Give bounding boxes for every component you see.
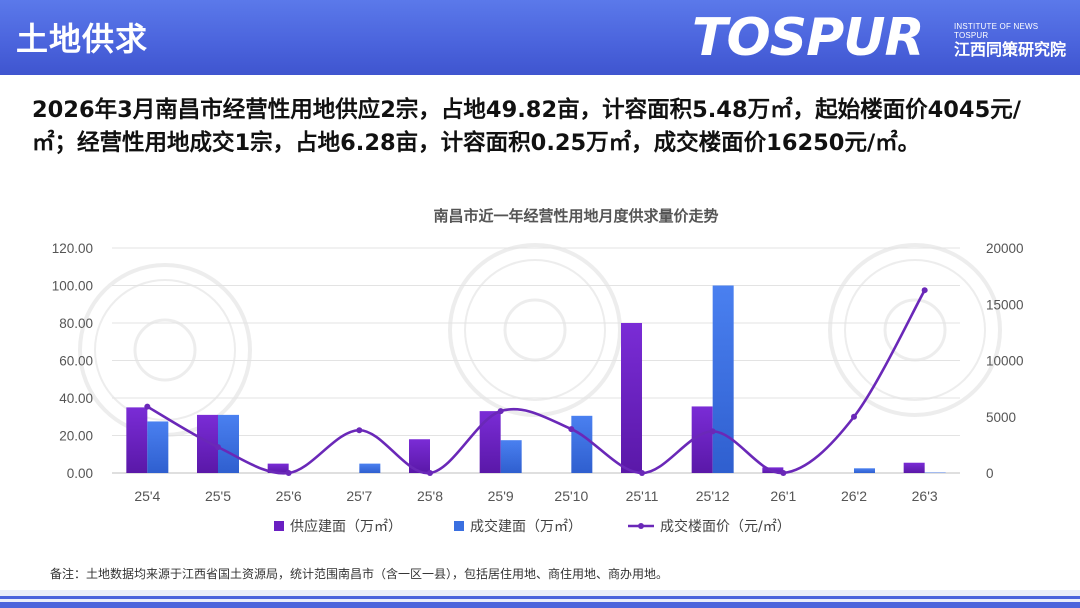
price-point xyxy=(851,413,857,420)
tospur-logo: TOSPUR INSTITUTE OF NEWS TOSPUR 江西同策研究院 xyxy=(692,6,1072,70)
logo-wordmark: TOSPUR xyxy=(692,8,925,68)
footer-line-thick xyxy=(0,602,1080,608)
legend-label-deal: 成交建面（万㎡） xyxy=(470,518,582,535)
bar-supply xyxy=(903,462,925,473)
x-tick-label: 25'12 xyxy=(696,488,730,504)
summary-text: 2026年3月南昌市经营性用地供应2宗，占地49.82亩，计容面积5.48万㎡，… xyxy=(32,97,1021,156)
x-tick-label: 25'8 xyxy=(417,488,443,504)
bar-supply xyxy=(197,414,218,473)
y-left-tick-label: 120.00 xyxy=(52,241,93,256)
chart-container: 南昌市近一年经营性用地月度供求量价走势 0.00 20.00 40.00 60.00 80… xyxy=(0,195,1080,555)
logo-subtitle-en: INSTITUTE OF NEWS TOSPUR xyxy=(954,22,1039,40)
y-right-tick-label: 10000 xyxy=(986,354,1024,369)
x-tick-label: 25'9 xyxy=(488,488,514,504)
price-point xyxy=(639,470,645,476)
bar-supply xyxy=(479,411,501,473)
x-tick-label: 25'11 xyxy=(626,488,659,504)
legend-marker-price xyxy=(638,523,644,529)
x-tick-label: 26'2 xyxy=(841,488,867,504)
price-point xyxy=(921,287,928,294)
bar-supply xyxy=(267,463,289,473)
bar-deal xyxy=(854,468,875,473)
bar-supply xyxy=(126,407,148,473)
y-left-tick-label: 40.00 xyxy=(59,391,93,406)
legend-label-supply: 供应建面（万㎡） xyxy=(290,518,402,535)
price-point xyxy=(285,470,292,476)
y-left-tick-label: 20.00 xyxy=(59,429,93,444)
footnote: 备注：土地数据均来源于江西省国土资源局，统计范围南昌市（含一区一县），包括居住用… xyxy=(50,567,669,581)
price-point xyxy=(144,403,151,410)
x-tick-label: 26'1 xyxy=(770,488,796,504)
bar-deal xyxy=(712,285,734,473)
x-tick-label: 26'3 xyxy=(912,488,938,504)
bar-deal xyxy=(571,415,593,473)
bar-deal xyxy=(147,421,169,473)
bar-supply xyxy=(621,323,642,473)
bar-supply xyxy=(691,406,713,473)
price-point xyxy=(780,470,787,476)
x-tick-label: 25'7 xyxy=(346,488,372,504)
y-right-tick-label: 20000 xyxy=(986,241,1024,256)
bar-deal xyxy=(218,414,239,473)
legend-swatch-deal xyxy=(454,521,464,531)
logo-subtitle-cn: 江西同策研究院 xyxy=(954,40,1067,59)
price-point xyxy=(356,427,363,434)
x-tick-label: 25'4 xyxy=(134,488,160,504)
price-point xyxy=(215,444,221,451)
price-line xyxy=(146,289,926,475)
y-left-tick-label: 0.00 xyxy=(67,466,93,481)
legend-swatch-supply xyxy=(274,521,284,531)
x-tick-label: 25'6 xyxy=(276,488,302,504)
price-point xyxy=(709,428,716,435)
y-right-tick-label: 15000 xyxy=(986,297,1024,312)
bar-deal xyxy=(359,463,381,473)
chart-title: 南昌市近一年经营性用地月度供求量价走势 xyxy=(433,207,718,225)
y-right-tick-label: 5000 xyxy=(986,410,1016,425)
page-title: 土地供求 xyxy=(16,20,149,58)
price-point xyxy=(427,470,433,476)
supply-demand-chart: 南昌市近一年经营性用地月度供求量价走势 0.00 20.00 40.00 60.00 80… xyxy=(52,207,1024,535)
y-left-tick-label: 60.00 xyxy=(59,354,93,369)
bar-deal xyxy=(500,440,522,473)
y-left-tick-label: 80.00 xyxy=(59,316,93,331)
x-tick-label: 25'10 xyxy=(554,488,588,504)
y-left-tick-label: 100.00 xyxy=(52,279,93,294)
legend-label-price: 成交楼面价（元/㎡） xyxy=(660,518,791,535)
price-point xyxy=(568,426,575,433)
price-point xyxy=(497,408,504,415)
footer-line-thin xyxy=(0,596,1080,599)
x-tick-label: 25'5 xyxy=(205,488,231,504)
bar-supply xyxy=(409,439,430,473)
y-right-tick-label: 0 xyxy=(986,466,994,481)
header-bar: 土地供求 TOSPUR INSTITUTE OF NEWS TOSPUR 江西同… xyxy=(0,0,1080,75)
